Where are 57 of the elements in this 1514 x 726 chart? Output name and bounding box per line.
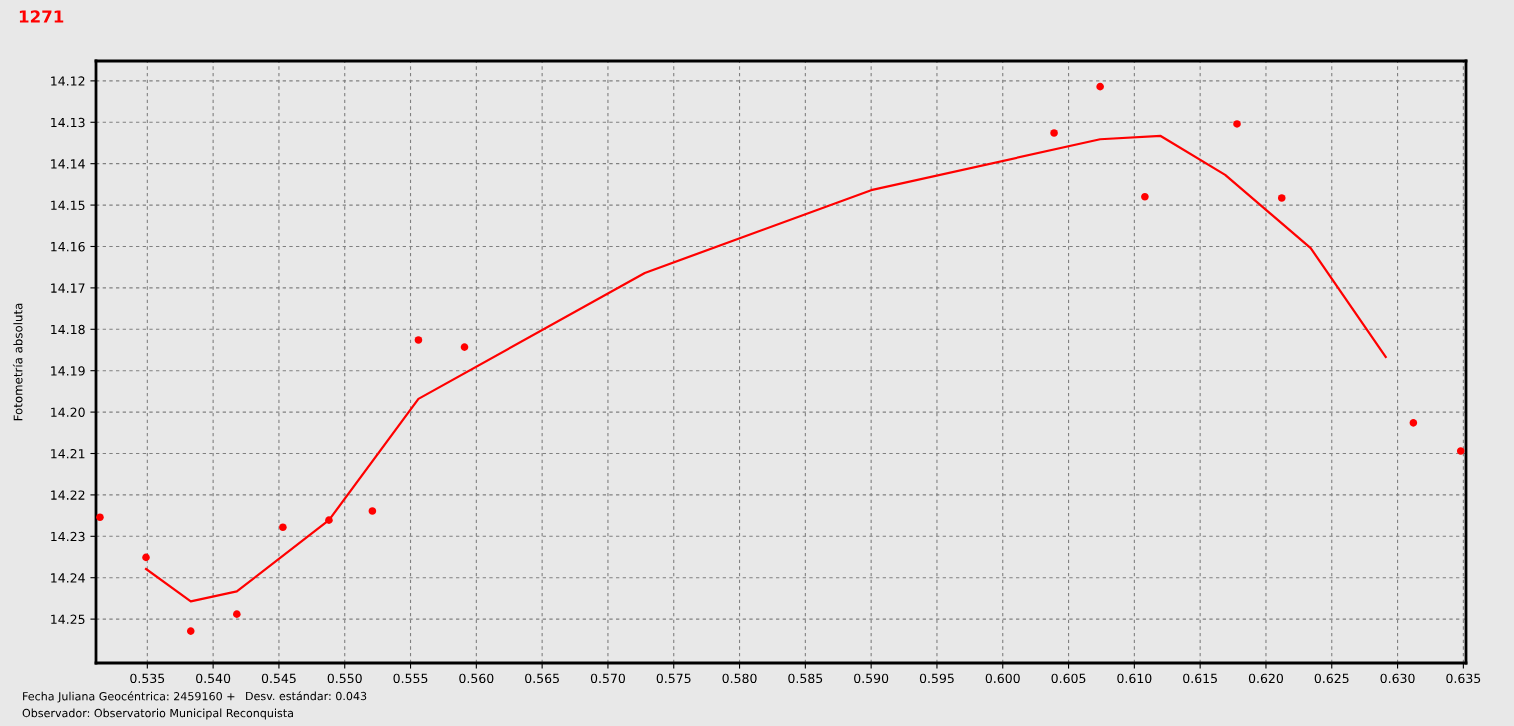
x-tick-label: 0.545 [261,673,296,684]
text: Desv. estándar: 0.043 [246,691,367,701]
y-tick-label: 14.18 [51,324,85,335]
x-tick-label: 0.590 [854,673,889,684]
x-tick-label: 0.535 [130,673,165,684]
x-tick-label: 0.600 [985,673,1020,684]
x-tick-label: 0.570 [590,673,625,684]
y-tick-label: 14.16 [51,241,85,252]
chart-title: 1271 [19,10,64,23]
y-tick-label: 14.19 [51,366,85,376]
point [325,516,333,524]
x-tick-label: 0.595 [919,673,954,684]
x-tick-label: 0.550 [327,673,362,684]
x-tick-label: 0.610 [1117,673,1152,684]
y-tick-label: 14.14 [51,159,85,169]
point [1050,129,1058,137]
x-tick-label: 0.630 [1380,673,1415,684]
x-tick-label: 0.605 [1051,673,1086,684]
x-tick-label: 0.565 [525,673,559,684]
x-tick-label: 0.580 [722,673,757,684]
point [460,343,469,351]
point [414,336,423,344]
point [1456,447,1465,455]
point [142,553,150,562]
point [1096,82,1104,91]
point [1409,419,1418,427]
x-tick-label: 0.560 [459,673,494,684]
y-tick-label: 14.15 [51,200,85,211]
x-tick-label: 0.555 [393,673,428,684]
x-tick-label: 0.635 [1446,673,1481,684]
y-tick-label: 14.24 [51,573,85,583]
x-tick-label: 0.620 [1248,673,1284,684]
point [1277,194,1286,202]
line-series [144,134,1387,603]
point [368,507,377,515]
y-axis-title: Fotometría absoluta [12,303,23,421]
point [96,513,104,522]
x-tick-label: 0.625 [1314,673,1349,684]
y-tick-label: 14.20 [51,407,85,418]
point [1141,193,1149,201]
x-tick-label: 0.585 [788,673,823,684]
y-tick-label: 14.12 [51,76,85,86]
point [279,523,287,531]
y-tick-label: 14.17 [51,283,85,293]
point [233,610,241,618]
x-tick-label: 0.615 [1183,673,1217,684]
point [186,627,195,635]
text: Observador: Observatorio Municipal Reconquista [22,708,293,720]
text: Fecha Juliana Geocéntrica: 2459160 + [23,691,235,703]
x-tick-label: 0.575 [656,673,691,684]
y-tick-label: 14.23 [51,531,85,542]
point [1233,120,1241,128]
x-tick-label: 0.540 [196,673,231,684]
y-tick-label: 14.21 [51,448,85,459]
y-tick-label: 14.13 [51,117,85,128]
y-tick-label: 14.25 [51,614,85,625]
y-tick-label: 14.22 [51,490,85,500]
